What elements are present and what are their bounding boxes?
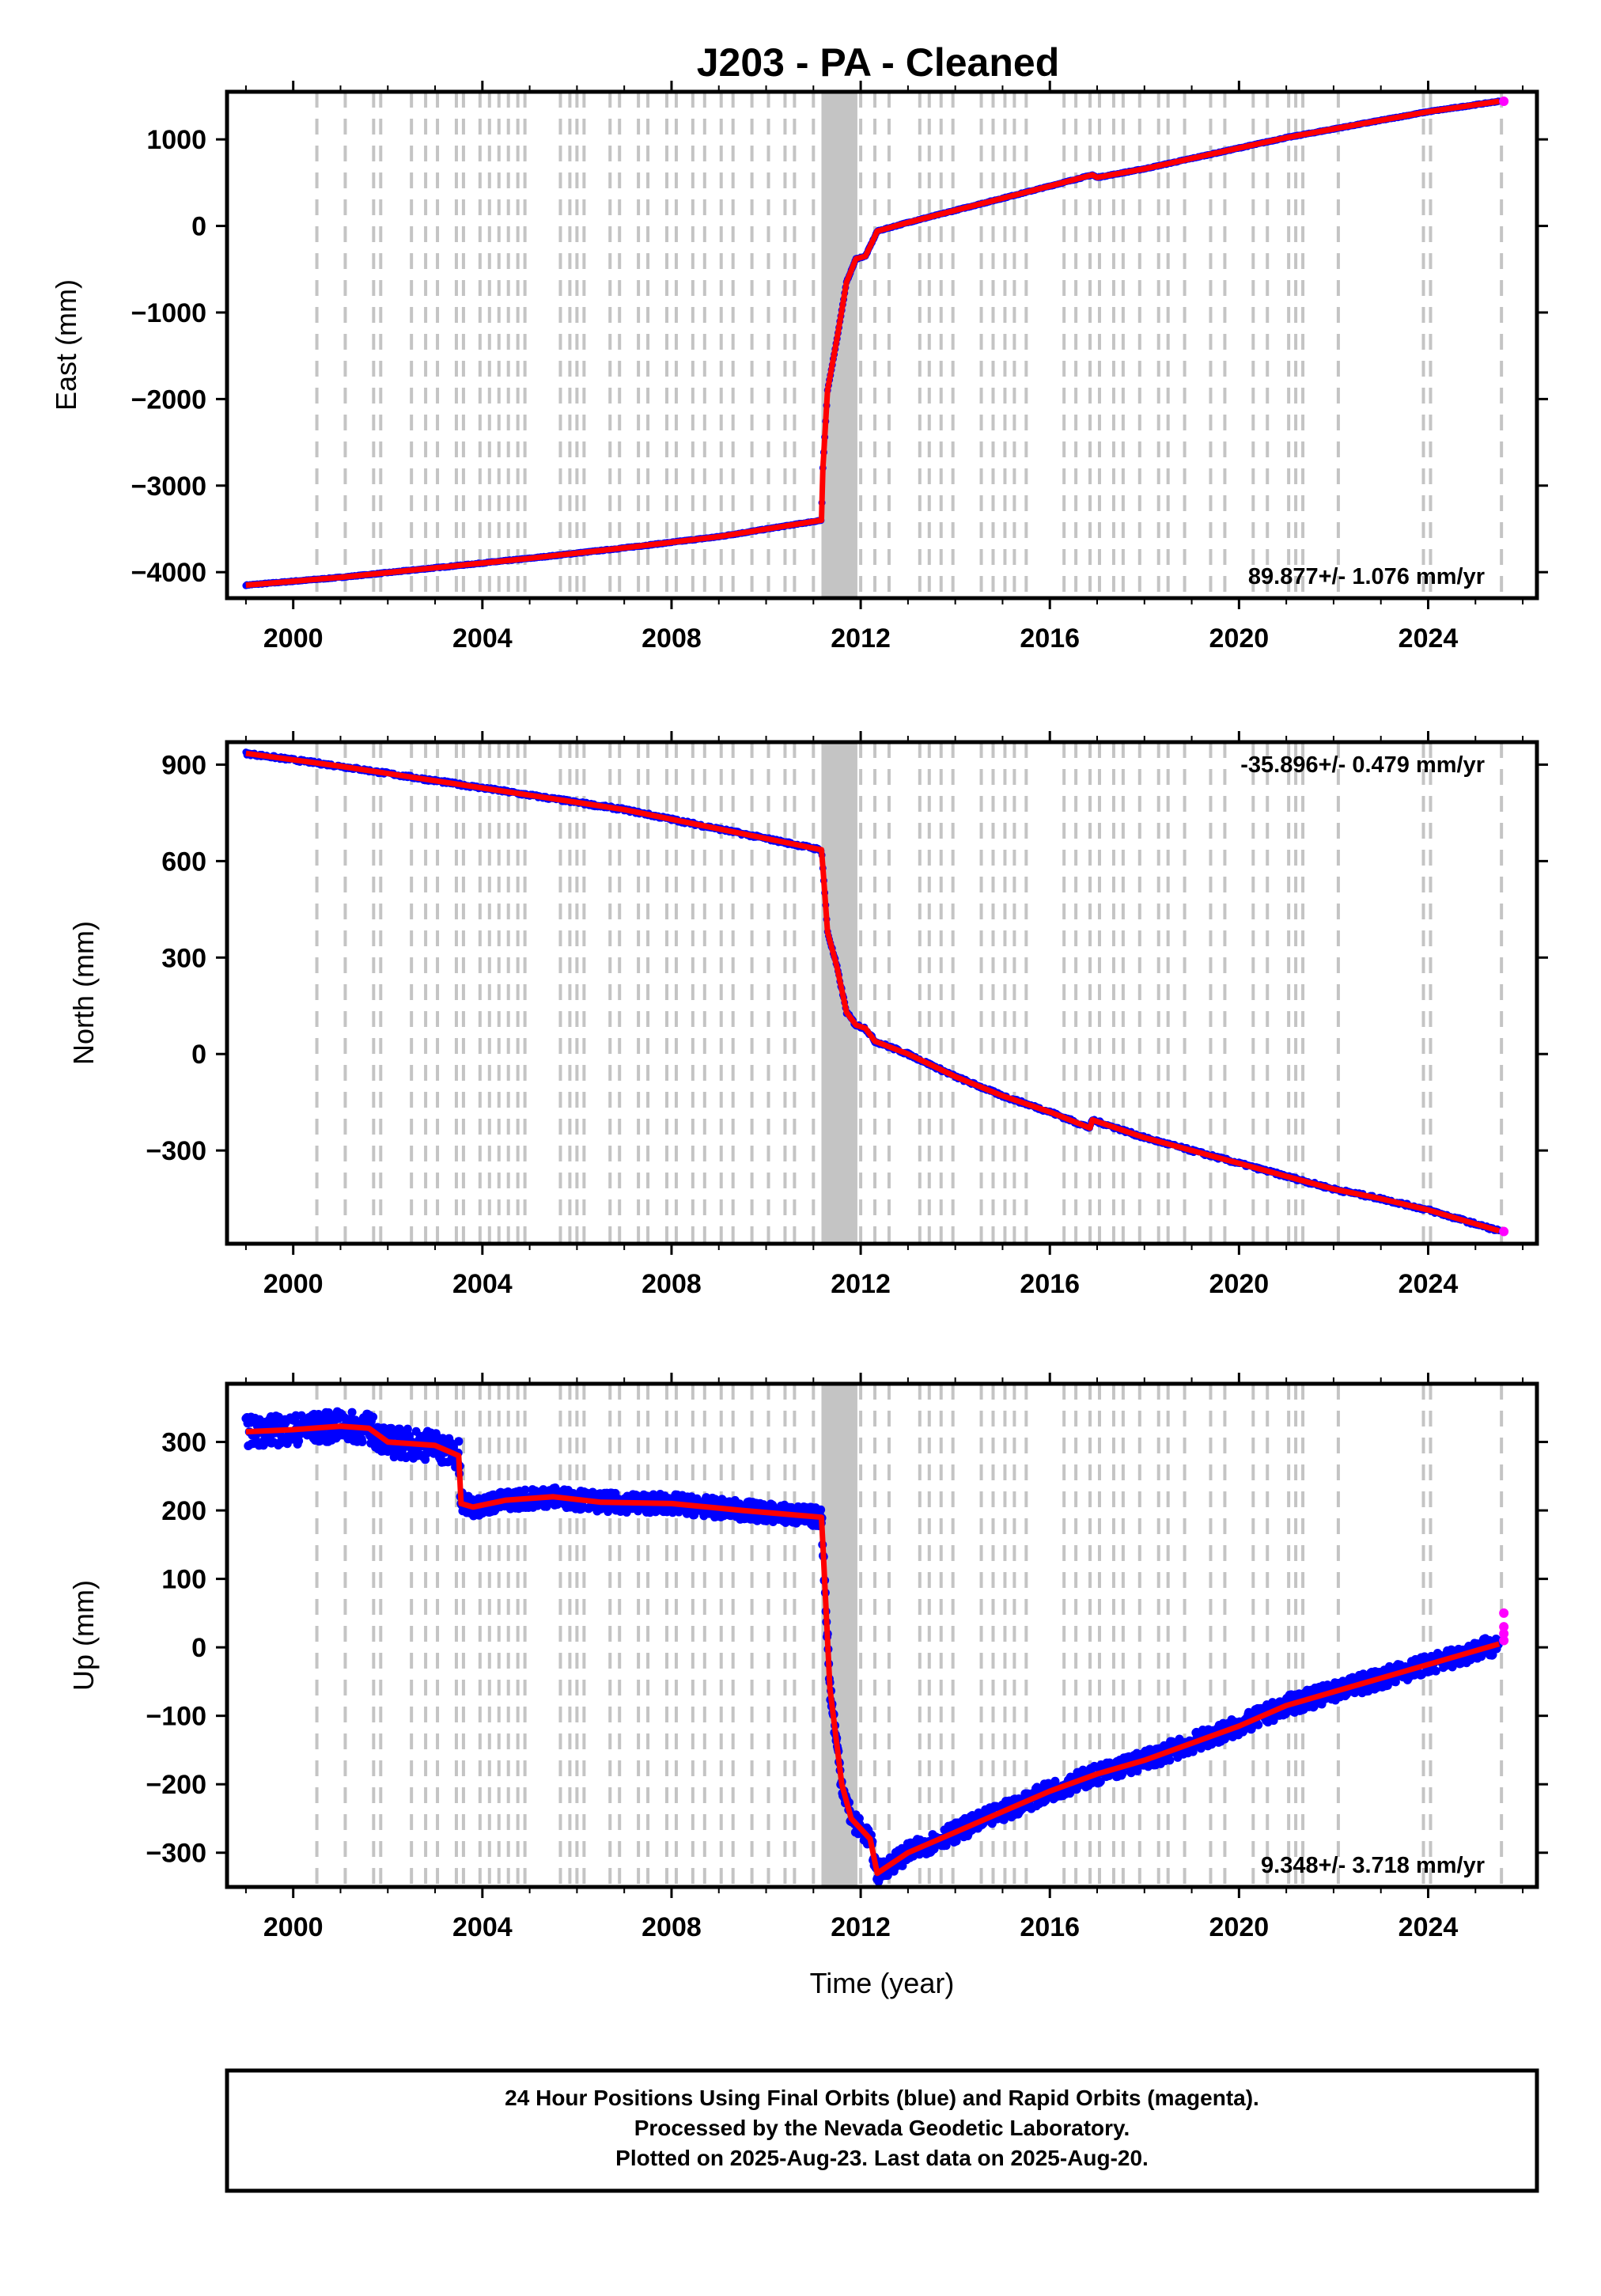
y-axis: 900 600 300 0 −300 xyxy=(146,750,1548,1166)
data-point xyxy=(314,1409,324,1419)
event-block xyxy=(821,92,857,598)
data-point xyxy=(392,1431,402,1441)
x-tick-label: 2004 xyxy=(452,1269,513,1299)
x-tick-label: 2000 xyxy=(263,623,324,654)
y-tick-label: −300 xyxy=(146,1136,206,1166)
y-axis: 1000 0 −1000 −2000 −3000 −4000 xyxy=(131,125,1548,588)
x-axis: 2000 2004 2008 2012 2016 2020 2024 xyxy=(244,731,1524,1299)
model-line xyxy=(245,98,1500,589)
chart-title: J203 - PA - Cleaned xyxy=(697,40,1060,85)
data-point xyxy=(297,1411,306,1420)
y-tick-label: 0 xyxy=(191,1040,206,1070)
series-magenta xyxy=(1499,97,1509,107)
x-tick-label: 2016 xyxy=(1020,1269,1080,1299)
panel-east: 2000 2004 2008 2012 2016 2020 2024 1000 0 −1000 −2… xyxy=(50,81,1548,654)
plot-frame xyxy=(225,89,1539,601)
panels: 2000 2004 2008 2012 2016 2020 2024 1000 0 −1000 −2… xyxy=(50,81,1548,1999)
rapid-point xyxy=(1499,1226,1509,1237)
x-tick-label: 2012 xyxy=(831,1269,891,1299)
data-layer xyxy=(242,748,1509,1237)
plot-frame xyxy=(225,740,1539,1246)
rapid-point xyxy=(1499,97,1509,107)
rate-label: -35.896+/- 0.479 mm/yr xyxy=(1240,752,1485,778)
rate-label: 89.877+/- 1.076 mm/yr xyxy=(1248,564,1485,589)
data-point xyxy=(454,1437,464,1446)
x-tick-label: 2024 xyxy=(1399,623,1459,654)
data-point xyxy=(369,1412,378,1422)
x-tick-label: 2008 xyxy=(642,1269,702,1299)
x-tick-label: 2008 xyxy=(642,623,702,654)
y-axis-label: East (mm) xyxy=(50,279,82,411)
x-axis: 2000 2004 2008 2012 2016 2020 2024 xyxy=(244,81,1524,654)
data-point xyxy=(1254,1720,1263,1730)
data-layer xyxy=(242,97,1509,589)
data-point xyxy=(358,1437,367,1446)
data-point xyxy=(690,1510,699,1520)
data-point xyxy=(816,1505,826,1514)
data-point xyxy=(347,1408,357,1417)
x-tick-label: 2024 xyxy=(1399,1269,1459,1299)
panel-up: 2000 2004 2008 2012 2016 2020 20243002001000−1… xyxy=(67,1373,1548,1999)
data-point xyxy=(294,1436,304,1445)
data-point xyxy=(403,1424,412,1434)
y-tick-label: −2000 xyxy=(131,385,207,415)
y-tick-label: −3000 xyxy=(131,472,207,502)
y-axis-label: North (mm) xyxy=(67,921,100,1065)
panel-north: 2000 2004 2008 2012 2016 2020 2024 900 600 300 0 −3… xyxy=(67,731,1548,1299)
y-tick-label: 1000 xyxy=(146,125,206,155)
data-point xyxy=(1118,1768,1127,1778)
x-tick-label: 2000 xyxy=(263,1269,324,1299)
data-point xyxy=(1165,1756,1175,1765)
event-lines xyxy=(315,742,1504,1244)
x-tick-label: 2020 xyxy=(1209,1269,1270,1299)
y-tick-label: −1000 xyxy=(131,298,207,328)
data-layer xyxy=(241,1407,1509,1886)
data-point xyxy=(369,1435,378,1445)
y-tick-label: 300 xyxy=(161,943,206,973)
data-point xyxy=(1096,1777,1105,1786)
x-tick-label: 2012 xyxy=(831,623,891,654)
data-point xyxy=(399,1444,408,1453)
event-lines xyxy=(315,92,1504,598)
y-tick-label: 0 xyxy=(191,212,206,242)
data-point xyxy=(1188,1747,1198,1756)
x-tick-label: 2020 xyxy=(1209,623,1270,654)
x-tick-label: 2004 xyxy=(452,623,513,654)
y-tick-label: 600 xyxy=(161,847,206,877)
y-tick-label: −4000 xyxy=(131,558,207,588)
y-tick-label: 900 xyxy=(161,750,206,780)
event-block xyxy=(821,742,857,1244)
model-line xyxy=(245,750,1501,1234)
data-point xyxy=(520,1485,530,1495)
series-magenta xyxy=(1499,1226,1509,1237)
x-tick-label: 2016 xyxy=(1020,623,1080,654)
